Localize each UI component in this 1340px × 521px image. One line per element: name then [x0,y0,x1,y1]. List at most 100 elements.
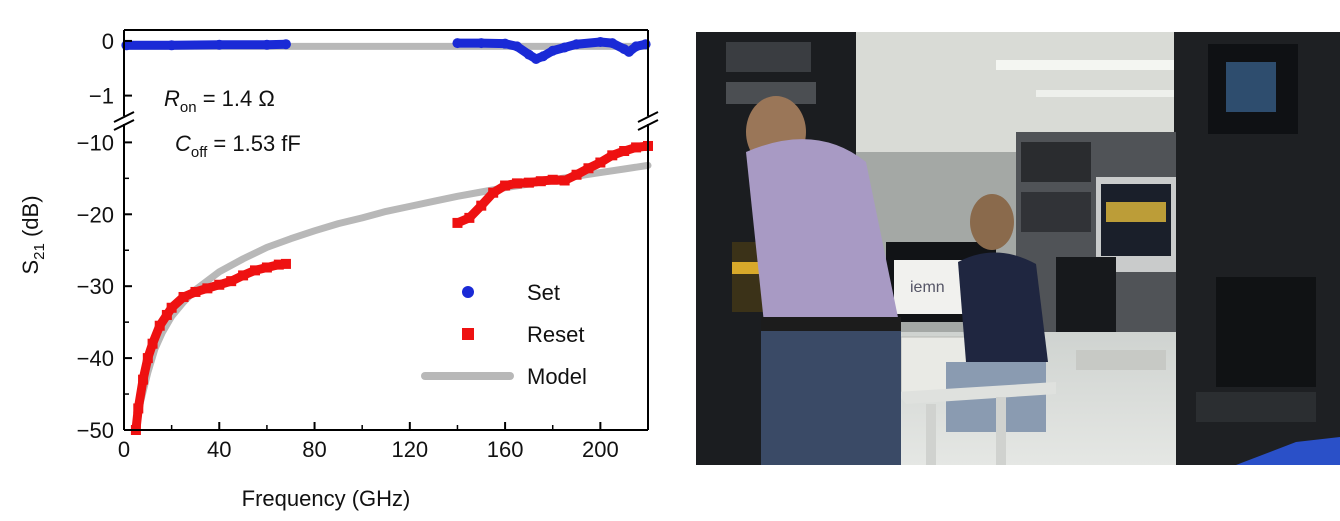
x-axis-label: Frequency (GHz) [242,486,411,511]
y-tick-label-upper: −1 [89,84,114,109]
reset-point [452,217,463,228]
reset-point [154,320,165,331]
reset-point [273,259,284,270]
reset-point [238,270,249,281]
set-point [623,46,634,57]
y-tick-label-lower: −40 [77,346,114,371]
annotation-0: Ron = 1.4 Ω [164,86,275,116]
axis-break-mark [637,119,659,131]
x-tick-label: 200 [582,437,619,462]
reset-point [226,276,237,287]
person-standing-shirt [746,139,901,342]
legend-label: Set [527,280,560,305]
reset-point [166,302,177,313]
chart-canvas: 0 40 80 120 160 200 0 −1 −10 −20 −30 −40 −50 Frequenc… [18,29,659,511]
reset-point [214,279,225,290]
x-tick-label: 120 [391,437,428,462]
axis-break-mark [113,119,135,131]
reset-point [500,180,511,191]
reset-point [571,169,582,180]
set-point [214,39,225,50]
reset-point [190,286,201,297]
person-seated-head [970,194,1014,250]
y-tick-label-lower: −50 [77,418,114,443]
y-axis-label: S21 (dB) [18,195,48,274]
reset-point [133,403,144,414]
reset-point [559,175,570,186]
chair-leg [996,397,1006,465]
instrument [726,82,816,104]
reset-point [147,338,158,349]
set-point [476,38,487,49]
y-tick-label-lower: −20 [77,202,114,227]
set-point [538,51,549,62]
reset-point [476,200,487,211]
set-point [452,38,463,49]
eye-diagram [1106,202,1166,222]
x-tick-label: 160 [487,437,524,462]
set-point [512,41,522,52]
chair-leg [926,404,936,465]
reset-point [523,177,534,188]
camera-image [1226,62,1276,112]
reset-point [535,176,546,187]
set-point [595,37,606,48]
x-tick-label: 40 [207,437,231,462]
set-point [559,42,570,53]
set-point [631,41,642,52]
set-point [640,39,651,50]
reset-point [280,258,291,269]
set-point [547,45,558,56]
y-tick-label-lower: −30 [77,274,114,299]
chair [896,382,1056,404]
reset-point [607,150,618,161]
reset-point [595,157,606,168]
instrument [1021,192,1091,232]
x-tick-label: 0 [118,437,130,462]
instrument [1021,142,1091,182]
reset-point [464,212,475,223]
reset-point [512,178,522,189]
instrument [1196,392,1316,422]
set-point [280,39,291,50]
axis-break-mark [113,111,135,123]
set-point [500,38,511,49]
blue-object [1236,437,1340,465]
instrument [726,42,811,72]
reset-point [583,163,594,174]
set-point [571,39,582,50]
monitor-dark [1216,277,1316,387]
reset-point [178,291,189,302]
s21-chart: 0 40 80 120 160 200 0 −1 −10 −20 −30 −40 −50 Frequenc… [18,29,659,511]
legend-marker-reset [462,328,474,340]
x-tick-label: 80 [302,437,326,462]
set-point [166,40,177,51]
reset-point [547,174,558,185]
set-point [523,49,534,60]
lab-photo: iemn [696,32,1340,465]
reset-point [202,283,213,294]
reset-point [142,353,153,364]
legend-label: Reset [527,322,584,347]
set-point [607,38,618,49]
reset-point [161,309,172,320]
annotation-1: Coff = 1.53 fF [175,131,301,161]
ceiling-light [1036,90,1176,97]
reset-point [619,146,630,157]
reset-point [631,142,642,153]
reset-point [261,262,272,273]
reset-point [488,187,499,198]
y-tick-label-lower: −10 [77,130,114,155]
person-standing-jeans [761,322,901,465]
table [1076,350,1166,370]
person-seated-torso [958,252,1048,362]
belt [761,317,901,331]
set-point [261,39,272,50]
lab-photo-image: iemn [696,32,1340,465]
model-curve-lower [132,161,652,434]
legend-label: Model [527,364,587,389]
ceiling-light [996,60,1176,70]
monitor-right [1056,257,1116,337]
reset-point [250,265,260,276]
legend-marker-set [462,286,474,298]
